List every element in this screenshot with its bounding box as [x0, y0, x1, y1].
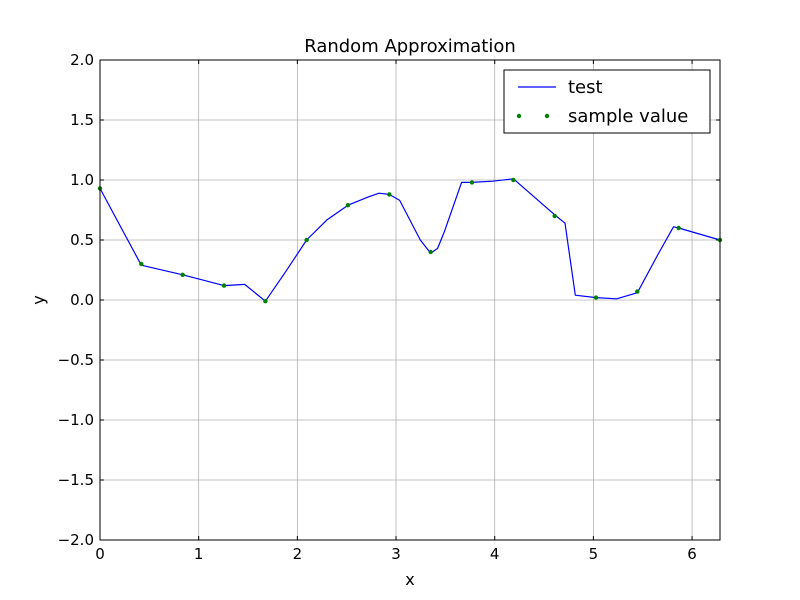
legend-label-test: test — [568, 77, 603, 98]
y-tick-label: 0.5 — [70, 231, 94, 249]
legend-box — [503, 69, 711, 134]
x-axis-ticks: 0 1 2 3 4 5 6 — [95, 60, 697, 563]
x-tick-label: 4 — [490, 545, 500, 563]
sample-value-point — [304, 237, 309, 243]
x-tick-label: 1 — [194, 545, 204, 563]
y-tick-label: 1.0 — [70, 171, 94, 189]
sample-value-point — [552, 213, 557, 219]
x-tick-label: 5 — [589, 545, 599, 563]
y-tick-label: −2.0 — [58, 531, 94, 549]
y-tick-label: 0.0 — [70, 291, 94, 309]
plot-frame — [99, 59, 721, 541]
x-axis-label: x — [405, 570, 414, 589]
x-tick-label: 6 — [687, 545, 697, 563]
sample-value-point — [428, 249, 433, 255]
sample-value-point — [676, 225, 681, 231]
chart-title: Random Approximation — [304, 36, 516, 57]
legend-label-sample-value: sample value — [568, 106, 688, 127]
y-tick-label: 2.0 — [70, 51, 94, 69]
sample-value-point — [635, 289, 640, 294]
x-tick-label: 3 — [391, 545, 401, 563]
sample-value-point — [469, 180, 475, 185]
y-axis-ticks: −2.0 −1.5 −1.0 −0.5 0.0 0.5 1.0 1.5 2.0 — [58, 51, 720, 549]
sample-value-point — [139, 261, 144, 267]
x-tick-label: 2 — [293, 545, 303, 563]
legend-point-swatch — [544, 113, 550, 119]
y-tick-label: −0.5 — [58, 351, 94, 369]
y-tick-label: −1.0 — [58, 411, 94, 429]
sample-value-point — [593, 295, 599, 300]
sample-value-point — [387, 192, 392, 197]
x-tick-label: 0 — [95, 545, 105, 563]
series-line-test — [99, 178, 721, 302]
legend: test sample value — [503, 69, 711, 134]
sample-value-point — [345, 203, 351, 208]
plot-series — [97, 177, 723, 304]
y-axis-label: y — [29, 295, 48, 304]
sample-value-point — [511, 177, 516, 183]
y-tick-label: 1.5 — [70, 111, 94, 129]
sample-value-point — [221, 283, 227, 288]
y-tick-label: −1.5 — [58, 471, 94, 489]
legend-point-swatch — [516, 113, 522, 119]
sample-value-point — [180, 272, 185, 277]
sample-value-point — [263, 299, 268, 304]
